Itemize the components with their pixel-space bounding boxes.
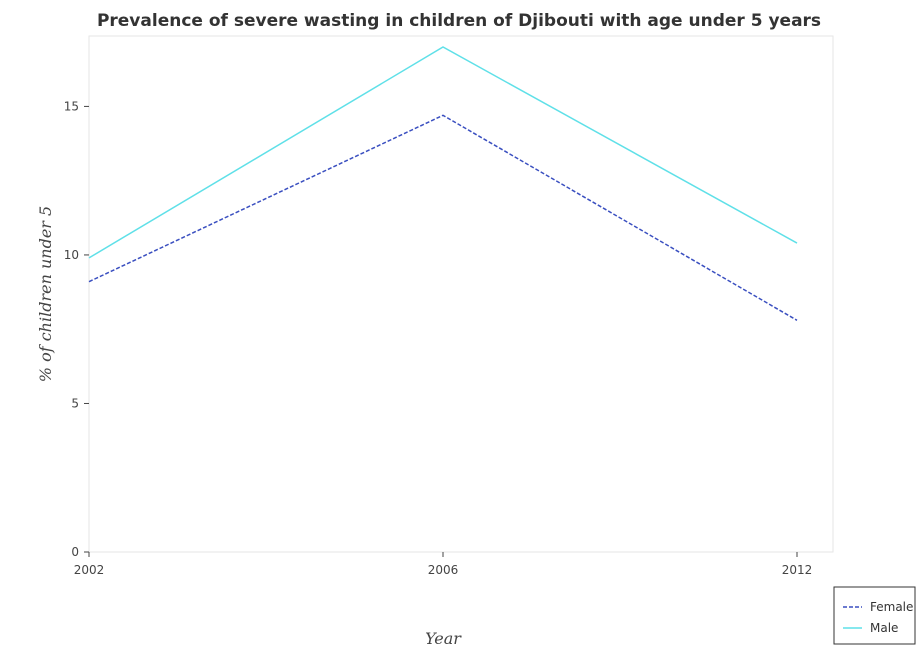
legend-label-male: Male bbox=[870, 621, 898, 635]
y-tick-label: 5 bbox=[71, 396, 79, 410]
series-layer bbox=[88, 46, 798, 321]
y-axis-ticks: 0 5 10 15 bbox=[64, 99, 89, 559]
series-line-male bbox=[88, 46, 798, 259]
y-tick-label: 10 bbox=[64, 248, 79, 262]
y-axis-label: % of children under 5 bbox=[36, 206, 55, 382]
plot-area bbox=[88, 35, 834, 553]
legend-label-female: Female bbox=[870, 600, 913, 614]
y-tick-label: 15 bbox=[64, 99, 79, 113]
x-tick-label: 2012 bbox=[782, 563, 813, 577]
series-line-female bbox=[88, 114, 798, 321]
legend: Female Male bbox=[833, 586, 916, 645]
chart-title: Prevalence of severe wasting in children… bbox=[97, 11, 821, 31]
x-tick-label: 2006 bbox=[428, 563, 459, 577]
x-tick-label: 2002 bbox=[74, 563, 105, 577]
x-axis-ticks: 2002 2006 2012 bbox=[74, 552, 813, 577]
y-tick-label: 0 bbox=[71, 545, 79, 559]
x-axis-label: Year bbox=[425, 629, 462, 648]
